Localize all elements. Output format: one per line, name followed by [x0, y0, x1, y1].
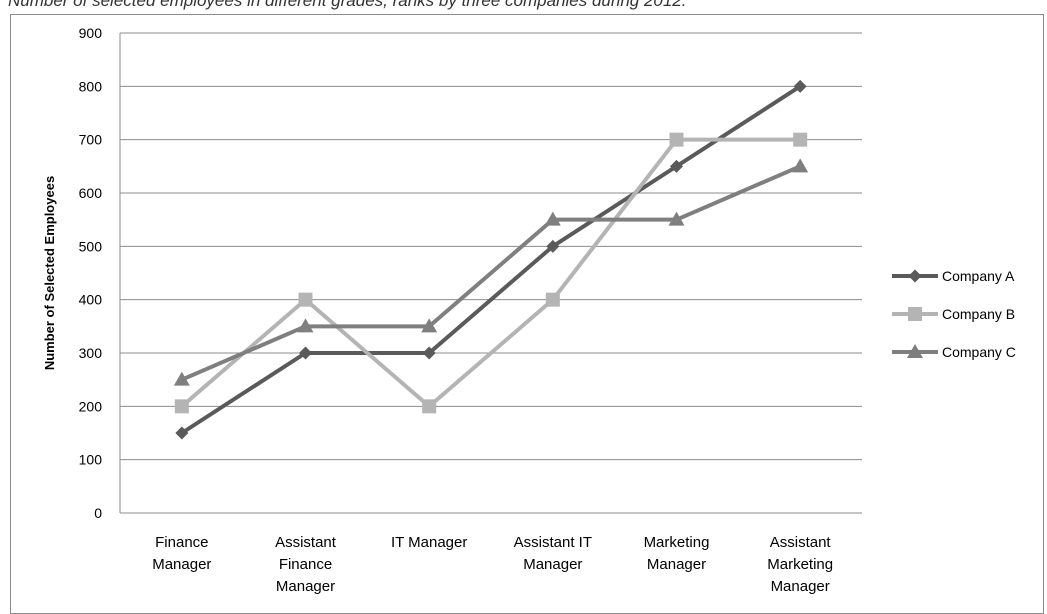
data-point: [175, 426, 189, 440]
legend-marker: [908, 269, 922, 283]
data-point: [421, 318, 438, 333]
x-category-label: Assistant Finance Manager: [275, 534, 337, 595]
y-tick-label: 500: [79, 238, 103, 254]
legend-item: Company A: [892, 268, 1015, 284]
series-company-c: [173, 158, 809, 386]
data-point: [174, 399, 189, 414]
y-axis-label: Number of Selected Employees: [42, 176, 57, 370]
y-tick-label: 0: [94, 505, 102, 521]
series-company-b: [174, 132, 808, 414]
chart-caption: Number of selected employees in differen…: [8, 0, 687, 10]
y-tick-label: 900: [79, 25, 103, 41]
x-category-label: Assistant Marketing Manager: [767, 534, 833, 595]
legend-item: Company B: [892, 306, 1015, 322]
series-line: [180, 84, 802, 435]
data-point: [299, 346, 312, 360]
series-line: [181, 164, 801, 382]
series-group: [173, 79, 809, 440]
legend-marker: [907, 344, 923, 358]
data-point: [422, 346, 436, 360]
data-point: [669, 132, 684, 147]
y-axis-ticks: 0 100 200 300 400 500 600 700 800 900: [79, 25, 103, 521]
data-point: [544, 211, 561, 226]
x-axis-categories: Finance Manager Assistant Finance Manager IT …: [152, 534, 833, 595]
y-tick-label: 700: [79, 132, 103, 148]
y-tick-label: 600: [79, 185, 103, 201]
y-tick-label: 400: [79, 292, 103, 308]
data-point: [793, 79, 807, 93]
data-point: [297, 318, 314, 333]
series-company-a: [175, 79, 807, 440]
y-tick-label: 200: [79, 398, 103, 414]
series-line: [180, 137, 801, 409]
y-tick-label: 300: [79, 345, 103, 361]
x-category-label: Marketing Manager: [644, 534, 710, 573]
data-point: [298, 292, 313, 307]
data-point: [422, 399, 437, 414]
legend-label: Company A: [942, 268, 1015, 284]
data-point: [545, 292, 560, 307]
data-point: [670, 159, 683, 173]
data-point: [173, 371, 190, 386]
legend-marker: [908, 307, 922, 321]
data-point: [546, 239, 560, 253]
x-category-label: Finance Manager: [152, 534, 211, 573]
legend-label: Company C: [942, 344, 1016, 360]
y-tick-label: 800: [79, 78, 103, 94]
legend: Company A Company B Company C: [892, 268, 1016, 360]
data-point: [668, 211, 685, 226]
data-point: [792, 158, 809, 173]
legend-item: Company C: [892, 344, 1016, 360]
legend-label: Company B: [942, 306, 1015, 322]
x-category-label: Assistant IT Manager: [514, 534, 592, 573]
y-tick-label: 100: [79, 452, 103, 468]
x-category-label: IT Manager: [391, 534, 467, 551]
data-point: [793, 132, 808, 147]
